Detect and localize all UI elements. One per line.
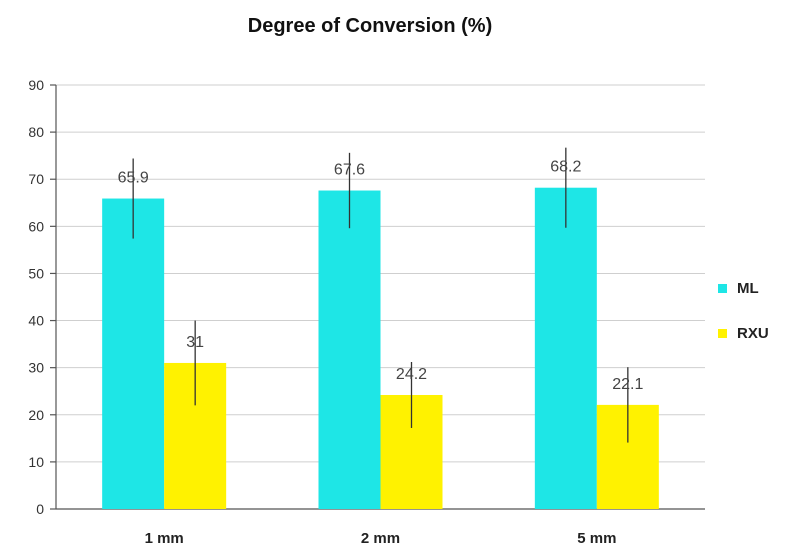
y-tick-label-2: 20 [28, 407, 44, 423]
data-label-ml-3: 68.2 [550, 159, 581, 176]
y-tick-label-8: 80 [28, 124, 44, 140]
legend-swatch-rxu [718, 329, 727, 338]
data-label-rxu-2: 24.2 [396, 366, 427, 383]
legend-label-ml: ML [737, 280, 759, 297]
data-labels: 65.9 31 67.6 24.2 68.2 22.1 [118, 159, 644, 393]
y-axis-ticks: 0 10 20 30 40 50 60 70 80 90 [28, 77, 705, 517]
chart-title: Degree of Conversion (%) [248, 15, 492, 37]
y-tick-label-5: 50 [28, 265, 44, 281]
data-label-ml-2: 67.6 [334, 162, 365, 179]
data-label-rxu-1: 31 [186, 334, 204, 351]
legend-swatch-ml [718, 284, 727, 293]
y-tick-label-3: 30 [28, 360, 44, 376]
legend: ML RXU [718, 280, 769, 342]
bars [102, 187, 659, 510]
y-tick-label-7: 70 [28, 171, 44, 187]
bar-ml-1 [102, 198, 165, 509]
x-axis-ticks: 1 mm 2 mm 5 mm [145, 530, 617, 547]
y-tick-label-4: 40 [28, 313, 44, 329]
x-tick-label-3: 5 mm [577, 530, 616, 547]
error-bars [132, 147, 629, 443]
x-tick-label-2: 2 mm [361, 530, 400, 547]
y-tick-label-9: 90 [28, 77, 44, 93]
bar-ml-3 [534, 187, 597, 510]
data-label-rxu-3: 22.1 [612, 376, 643, 393]
y-tick-label-0: 0 [36, 501, 44, 517]
data-label-ml-1: 65.9 [118, 170, 149, 187]
x-tick-label-1: 1 mm [145, 530, 184, 547]
bar-ml-2 [318, 190, 381, 510]
legend-label-rxu: RXU [737, 325, 769, 342]
y-tick-label-1: 10 [28, 454, 44, 470]
y-tick-label-6: 60 [28, 218, 44, 234]
